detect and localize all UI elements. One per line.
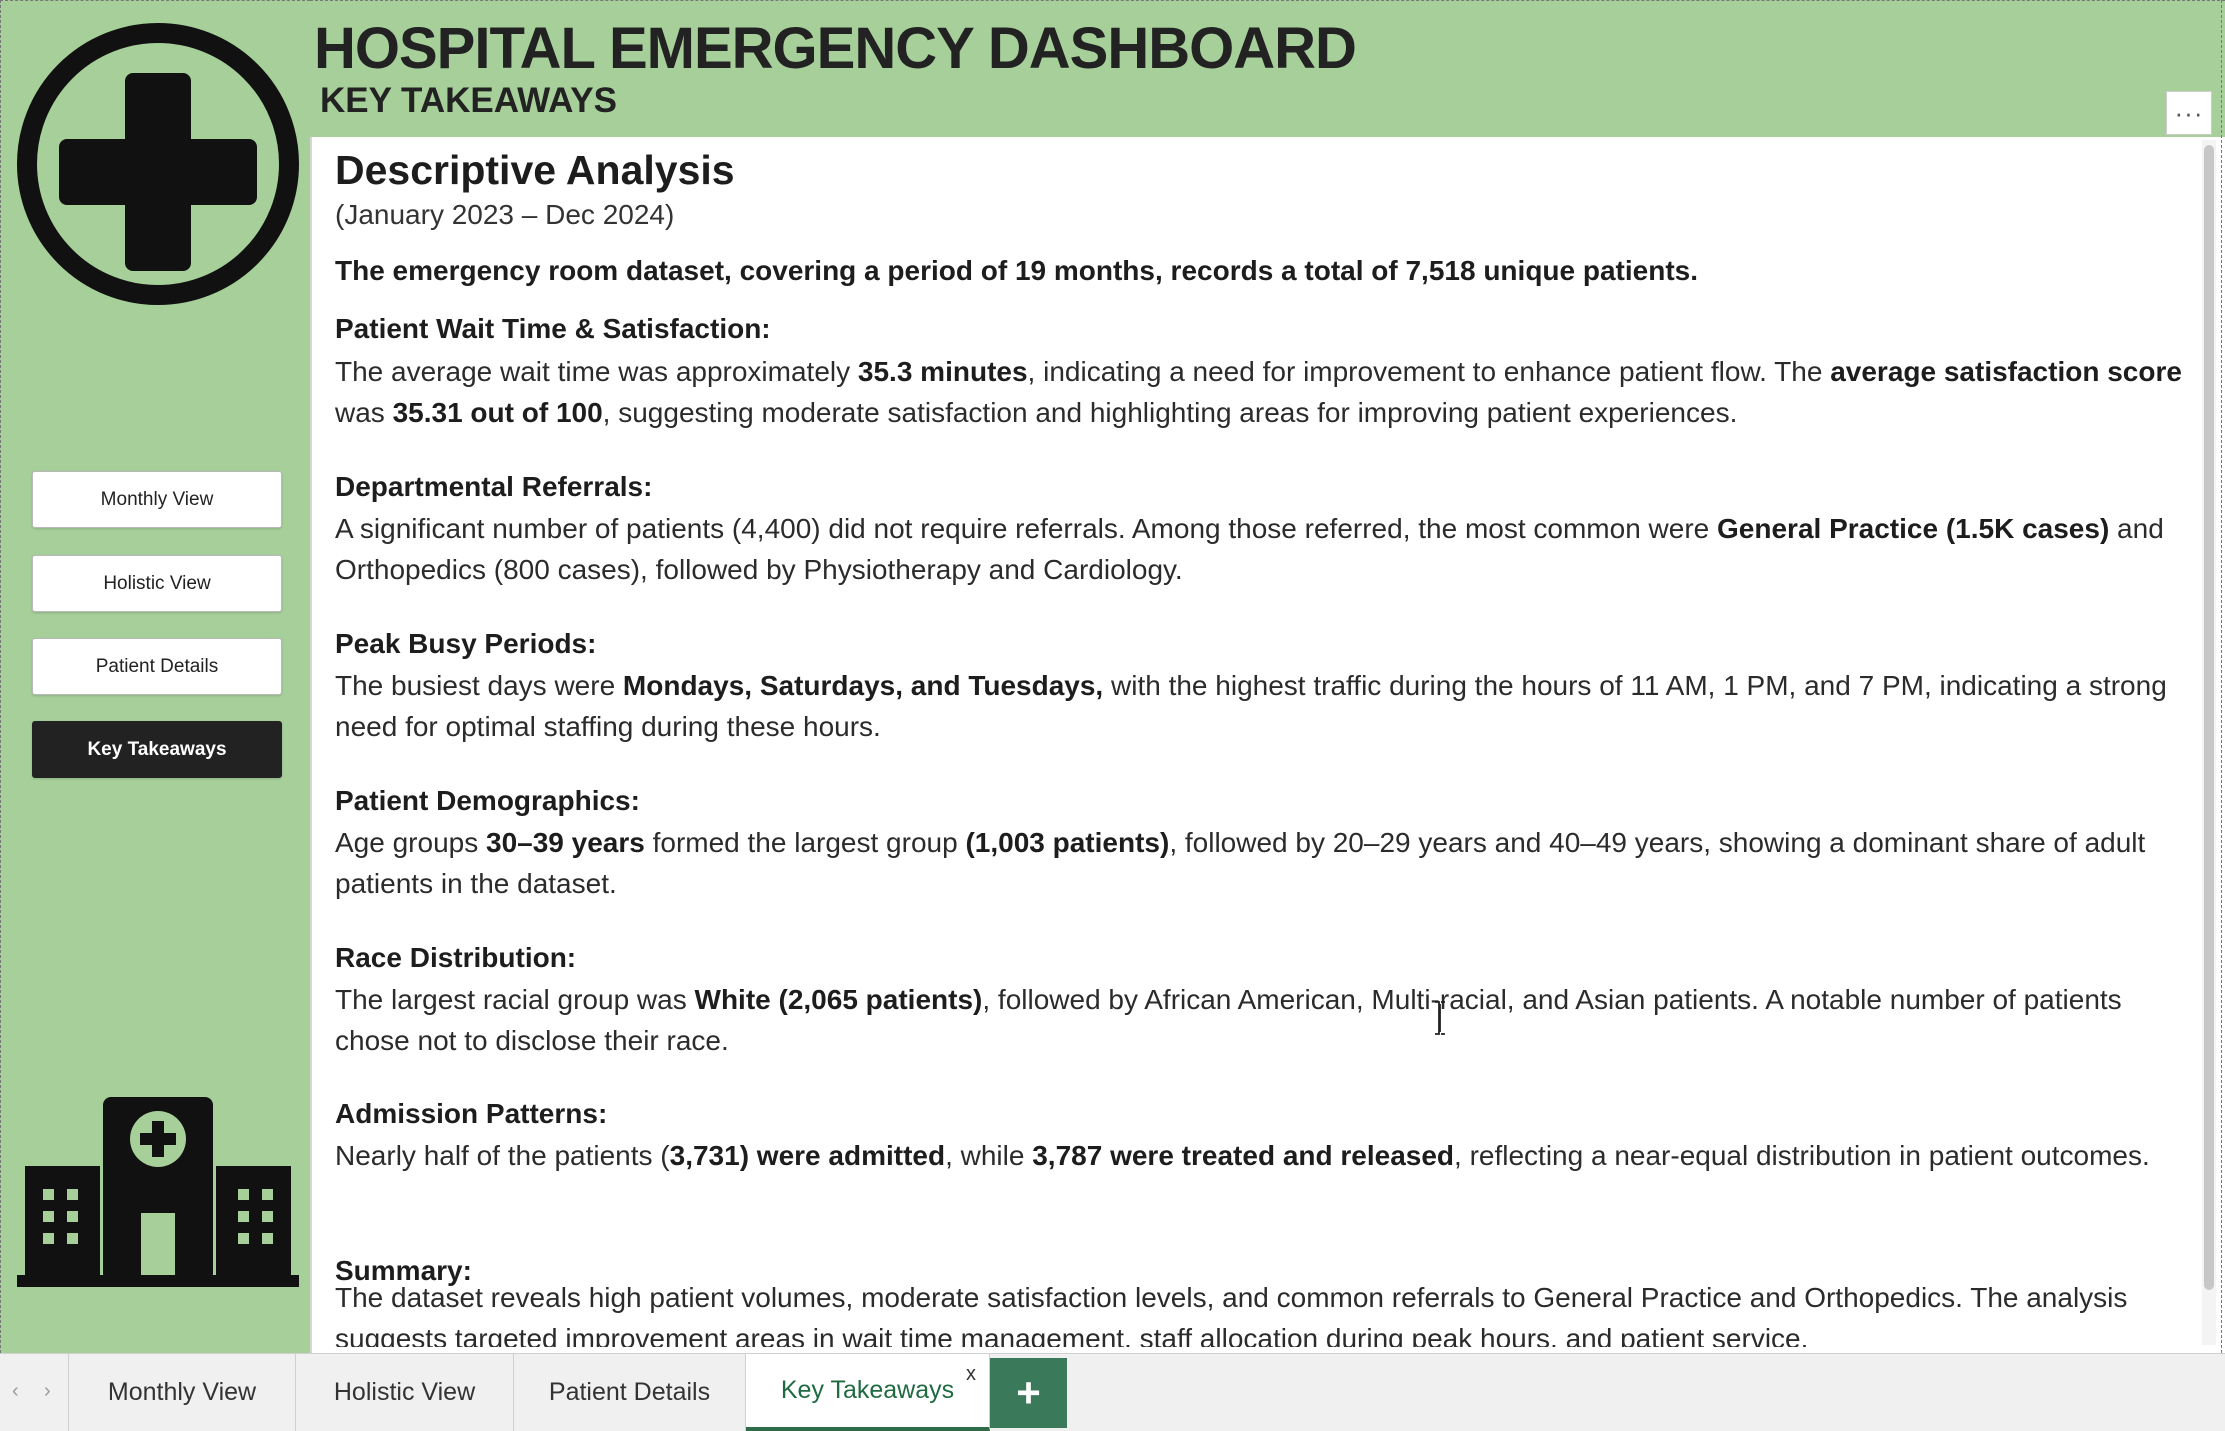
section-text-summary: The dataset reveals high patient volumes… <box>335 1282 2128 1347</box>
section-text-demographics: Age groups 30–39 years formed the larges… <box>335 827 2146 899</box>
monthly-view-button[interactable]: Monthly View <box>32 471 282 528</box>
tab-holistic-view[interactable]: Holistic View <box>296 1354 514 1431</box>
section-text-peak-periods: The busiest days were Mondays, Saturdays… <box>335 670 2167 742</box>
tab-scroll-left-icon[interactable]: ‹ <box>12 1380 19 1402</box>
section-title-admission: Admission Patterns: <box>335 1098 608 1129</box>
scrollbar-thumb[interactable] <box>2204 145 2214 1290</box>
hospital-building-icon <box>17 1097 299 1287</box>
tab-key-takeaways[interactable]: Key Takeaways <box>746 1354 990 1431</box>
intro-text: The emergency room dataset, covering a p… <box>335 255 1699 286</box>
section-text-race: The largest racial group was White (2,06… <box>335 984 2122 1056</box>
text-cursor-icon <box>1435 1001 1445 1035</box>
sheet-tab-bar: ‹ › Monthly View Holistic View Patient D… <box>0 1353 2225 1431</box>
takeaways-text-box[interactable]: Descriptive Analysis (January 2023 – Dec… <box>335 137 2202 1347</box>
period-label: (January 2023 – Dec 2024) <box>335 199 675 230</box>
section-title-wait-time: Patient Wait Time & Satisfaction: <box>335 313 771 344</box>
holistic-view-button[interactable]: Holistic View <box>32 555 282 612</box>
border <box>2221 0 2222 1353</box>
content-heading: Descriptive Analysis <box>335 147 735 193</box>
section-title-race: Race Distribution: <box>335 942 577 973</box>
tab-scroll-right-icon[interactable]: › <box>44 1380 51 1402</box>
header-banner: HOSPITAL EMERGENCY DASHBOARD KEY TAKEAWA… <box>310 0 2225 137</box>
section-title-summary: Summary: <box>335 1255 472 1286</box>
sidebar: Monthly View Holistic View Patient Detai… <box>0 0 310 1353</box>
patient-details-button[interactable]: Patient Details <box>32 638 282 695</box>
tab-monthly-view[interactable]: Monthly View <box>68 1354 296 1431</box>
section-text-wait-time: The average wait time was approximately … <box>335 356 2182 428</box>
section-title-demographics: Patient Demographics: <box>335 785 640 816</box>
section-title-peak-periods: Peak Busy Periods: <box>335 628 597 659</box>
page-subtitle: KEY TAKEAWAYS <box>320 81 617 120</box>
section-text-admission: Nearly half of the patients (3,731) were… <box>335 1140 2150 1171</box>
add-tab-button[interactable]: + <box>990 1358 1067 1428</box>
key-takeaways-button[interactable]: Key Takeaways <box>32 721 282 778</box>
section-title-referrals: Departmental Referrals: <box>335 471 653 502</box>
close-tab-icon[interactable]: x <box>966 1363 976 1385</box>
section-text-referrals: A significant number of patients (4,400)… <box>335 513 2164 585</box>
medical-cross-circle-icon <box>17 23 299 305</box>
page-title: HOSPITAL EMERGENCY DASHBOARD <box>314 16 1357 81</box>
more-options-button[interactable]: ··· <box>2166 91 2212 135</box>
tab-patient-details[interactable]: Patient Details <box>514 1354 746 1431</box>
divider <box>310 137 312 1353</box>
